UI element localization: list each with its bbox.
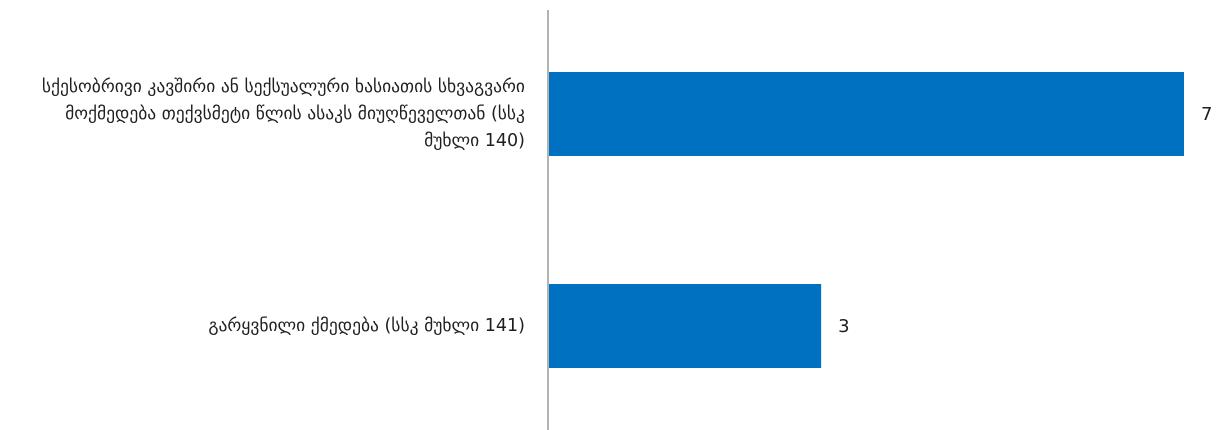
- category-label-0: სქესობრივი კავშირი ან სექსუალური ხასიათი…: [41, 76, 525, 151]
- category-label-1: გარყვნილი ქმედება (სსკ მუხლი 141): [208, 315, 525, 336]
- data-label-0: 7: [1201, 104, 1212, 125]
- bar-0: [549, 72, 1184, 156]
- data-label-1: 3: [838, 316, 849, 337]
- bar-1: [549, 284, 822, 368]
